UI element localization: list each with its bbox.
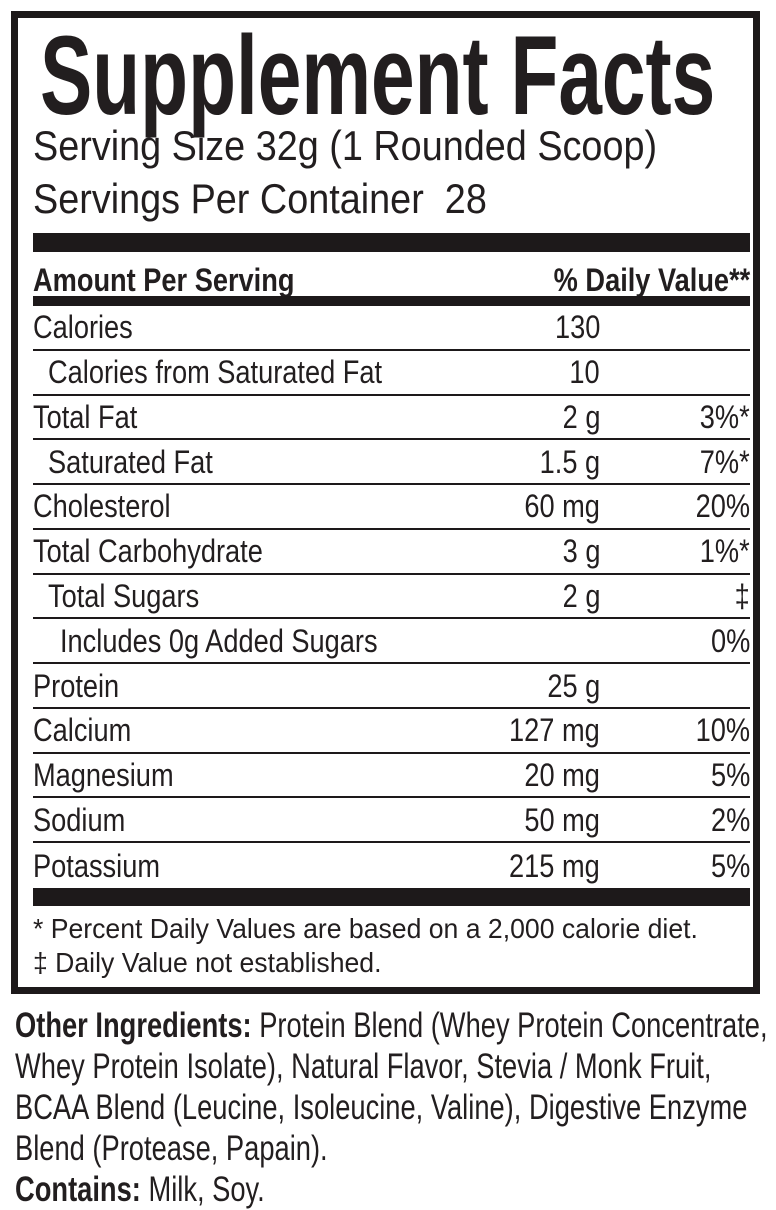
nutrient-row: Includes 0g Added Sugars 0% <box>33 619 750 665</box>
nutrient-name: Total Fat <box>33 398 138 435</box>
nutrient-row: Sodium 50 mg 2% <box>33 798 750 844</box>
nutrient-name: Sodium <box>33 801 126 838</box>
nutrient-daily-value: 1%* <box>700 533 750 570</box>
nutrient-name: Total Carbohydrate <box>33 533 263 570</box>
nutrient-row: Calories from Saturated Fat 10 <box>33 351 750 396</box>
nutrient-name: Total Sugars <box>48 577 200 614</box>
ingredients-text: Blend (Protease, Papain). <box>15 1129 328 1168</box>
nutrient-name: Potassium <box>33 847 160 884</box>
nutrient-daily-value: 0% <box>710 622 750 659</box>
nutrient-amount: 1.5 g <box>539 443 600 480</box>
ingredients-line: Other Ingredients: Protein Blend (Whey P… <box>15 1005 771 1046</box>
nutrient-name: Saturated Fat <box>48 443 213 480</box>
nutrient-daily-value: 7%* <box>700 443 750 480</box>
nutrient-daily-value: 20% <box>695 488 750 525</box>
nutrient-row: Saturated Fat 1.5 g 7%* <box>33 440 750 486</box>
nutrient-daily-value: 5% <box>710 757 750 794</box>
footnote-daily-values: * Percent Daily Values are based on a 2,… <box>33 913 698 944</box>
contains-label: Contains: <box>15 1170 141 1209</box>
ingredients-text: Protein Blend (Whey Protein Concentrate, <box>259 1006 768 1045</box>
nutrient-name: Protein <box>33 667 120 704</box>
nutrient-row: Total Fat 2 g 3%* <box>33 396 750 441</box>
nutrient-amount: 215 mg <box>509 847 600 884</box>
ingredients-text: BCAA Blend (Leucine, Isoleucine, Valine)… <box>15 1088 748 1127</box>
nutrient-amount: 127 mg <box>509 712 600 749</box>
nutrient-row: Calcium 127 mg 10% <box>33 709 750 754</box>
divider-thick-top <box>33 233 750 252</box>
nutrient-name: Calcium <box>33 712 132 749</box>
contains-text: Milk, Soy. <box>148 1170 265 1209</box>
nutrient-amount: 25 g <box>547 667 600 704</box>
servings-per-container-line: Servings Per Container 28 <box>33 174 750 224</box>
ingredients-line: Blend (Protease, Papain). <box>15 1128 771 1169</box>
nutrient-row: Cholesterol 60 mg 20% <box>33 485 750 530</box>
serving-size-text: Serving Size 32g (1 Rounded Scoop) <box>33 122 658 169</box>
nutrient-daily-value: 10% <box>695 712 750 749</box>
nutrient-row: Protein 25 g <box>33 664 750 709</box>
amount-per-serving-header: Amount Per Serving <box>33 262 295 298</box>
nutrient-amount: 20 mg <box>524 757 600 794</box>
nutrient-amount: 2 g <box>562 577 600 614</box>
serving-size-line: Serving Size 32g (1 Rounded Scoop) <box>33 121 750 171</box>
nutrient-name: Includes 0g Added Sugars <box>60 622 378 659</box>
ingredients-text: Whey Protein Isolate), Natural Flavor, S… <box>15 1047 712 1086</box>
nutrient-daily-value: 3%* <box>700 398 750 435</box>
ingredients-line: BCAA Blend (Leucine, Isoleucine, Valine)… <box>15 1087 771 1128</box>
divider-medium <box>33 296 750 306</box>
footnotes: * Percent Daily Values are based on a 2,… <box>33 912 750 980</box>
nutrient-table: Calories 130 Calories from Saturated Fat 10… <box>33 306 750 888</box>
panel-title: Supplement Facts <box>40 13 716 138</box>
nutrient-amount: 130 <box>554 309 600 346</box>
contains-line: Contains: Milk, Soy. <box>15 1169 771 1210</box>
divider-thick-bottom <box>33 888 750 906</box>
nutrient-amount: 2 g <box>562 398 600 435</box>
nutrient-amount: 3 g <box>562 533 600 570</box>
nutrient-row: Total Sugars 2 g ‡ <box>33 575 750 620</box>
other-ingredients-section: Other Ingredients: Protein Blend (Whey P… <box>15 1005 771 1210</box>
supplement-facts-panel: Supplement Facts Serving Size 32g (1 Rou… <box>11 11 760 994</box>
footnote-line: * Percent Daily Values are based on a 2,… <box>33 912 750 946</box>
servings-per-container-text: Servings Per Container 28 <box>33 175 487 222</box>
column-header-row: Amount Per Serving % Daily Value** <box>33 264 750 297</box>
nutrient-daily-value: ‡ <box>734 577 750 614</box>
nutrient-row: Magnesium 20 mg 5% <box>33 754 750 799</box>
nutrient-row: Total Carbohydrate 3 g 1%* <box>33 530 750 575</box>
nutrient-name: Cholesterol <box>33 488 171 525</box>
nutrient-name: Magnesium <box>33 757 174 794</box>
footnote-line: ‡ Daily Value not established. <box>33 946 750 980</box>
nutrient-row: Potassium 215 mg 5% <box>33 843 750 888</box>
nutrient-name: Calories <box>33 309 133 346</box>
nutrient-amount: 60 mg <box>524 488 600 525</box>
nutrient-daily-value: 2% <box>710 801 750 838</box>
daily-value-header: % Daily Value** <box>553 262 750 298</box>
nutrient-daily-value: 5% <box>710 847 750 884</box>
nutrient-row: Calories 130 <box>33 306 750 351</box>
nutrient-name: Calories from Saturated Fat <box>48 354 383 391</box>
nutrient-amount: 10 <box>569 354 600 391</box>
footnote-dv-not-established: ‡ Daily Value not established. <box>33 947 382 978</box>
nutrient-amount: 50 mg <box>524 801 600 838</box>
ingredients-line: Whey Protein Isolate), Natural Flavor, S… <box>15 1046 771 1087</box>
other-ingredients-label: Other Ingredients: <box>15 1006 252 1045</box>
panel-title-line: Supplement Facts <box>40 20 757 132</box>
